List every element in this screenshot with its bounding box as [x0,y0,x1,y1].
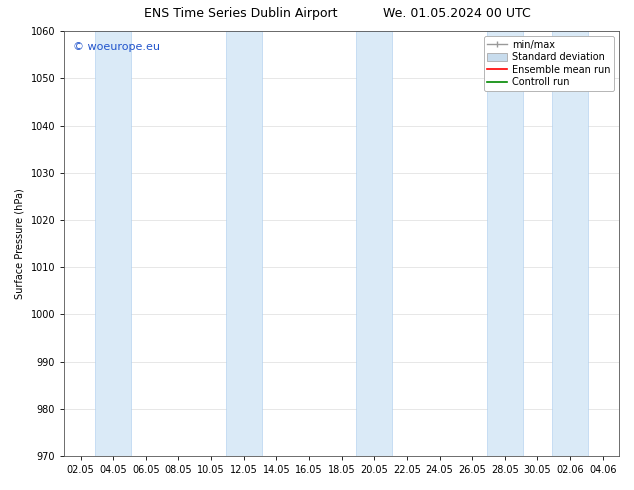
Text: ENS Time Series Dublin Airport: ENS Time Series Dublin Airport [144,7,338,21]
Bar [552,31,588,456]
Text: We. 01.05.2024 00 UTC: We. 01.05.2024 00 UTC [382,7,531,21]
Legend: min/max, Standard deviation, Ensemble mean run, Controll run: min/max, Standard deviation, Ensemble me… [484,36,614,91]
Y-axis label: Surface Pressure (hPa): Surface Pressure (hPa) [15,188,25,299]
Text: © woeurope.eu: © woeurope.eu [72,42,160,52]
Bar [356,31,392,456]
Bar [95,31,131,456]
Bar [226,31,262,456]
Bar [487,31,522,456]
